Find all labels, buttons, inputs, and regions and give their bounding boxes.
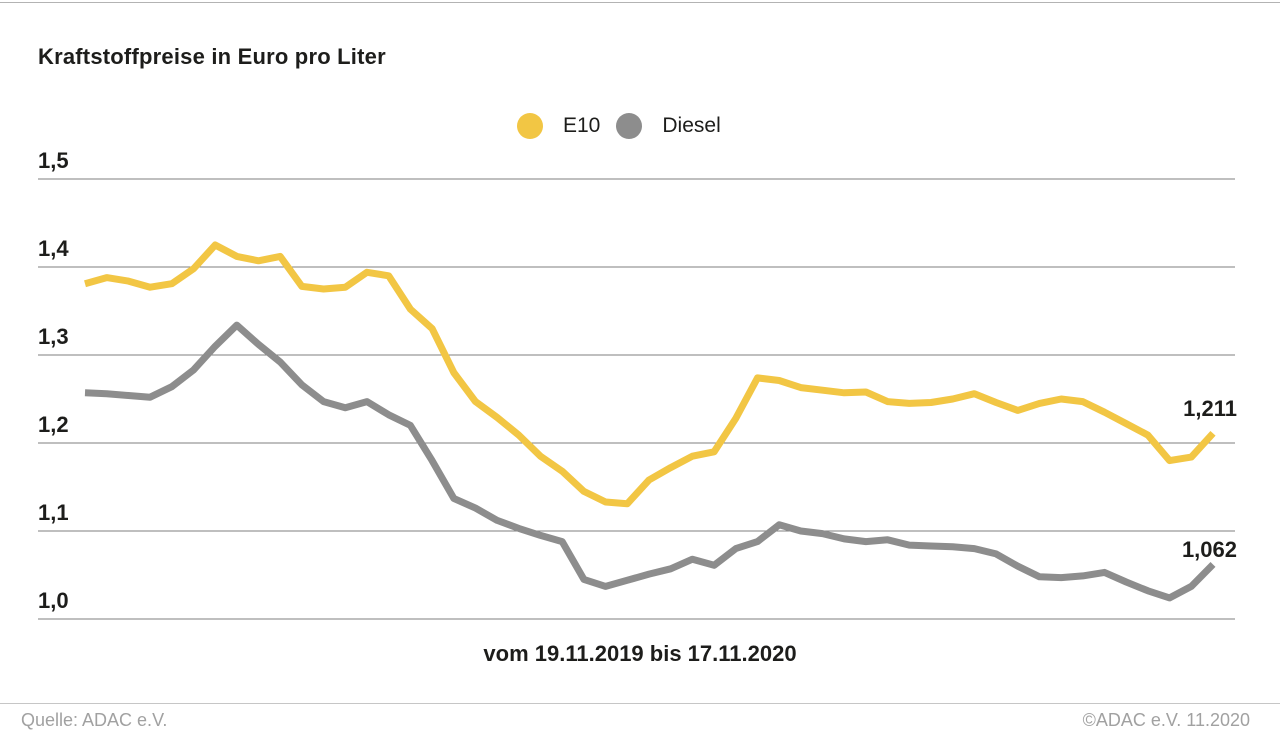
legend: E10 Diesel [517, 112, 721, 140]
top-divider [0, 2, 1280, 3]
y-axis-tick-1-2: 1,2 [38, 412, 69, 437]
gridlines [38, 178, 1235, 620]
diesel-end-value-label: 1,062 [1181, 537, 1237, 562]
e10-legend-dot-icon [517, 113, 543, 139]
y-axis-tick-1-5: 1,5 [38, 148, 69, 173]
x-axis-period-label: vom 19.11.2019 bis 17.11.2020 [483, 641, 797, 666]
source-note: Quelle: ADAC e.V. [21, 710, 168, 730]
y-axis-tick-1-4: 1,4 [38, 236, 69, 261]
e10-line [84, 241, 1216, 508]
e10-legend-label: E10 [563, 114, 601, 137]
footer-divider [0, 703, 1280, 704]
y-axis-tick-1-3: 1,3 [38, 324, 69, 349]
diesel-legend-label: Diesel [662, 114, 721, 137]
y-axis-tick-1-1: 1,1 [38, 500, 69, 525]
y-axis-tick-1-0: 1,0 [38, 588, 69, 613]
diesel-legend-dot-icon [616, 113, 643, 139]
e10-end-value-label: 1,211 [1183, 396, 1237, 421]
chart-title: Kraftstoffpreise in Euro pro Liter [38, 44, 386, 69]
copyright-note: ©ADAC e.V. 11.2020 [1082, 710, 1250, 730]
diesel-line [84, 321, 1216, 602]
